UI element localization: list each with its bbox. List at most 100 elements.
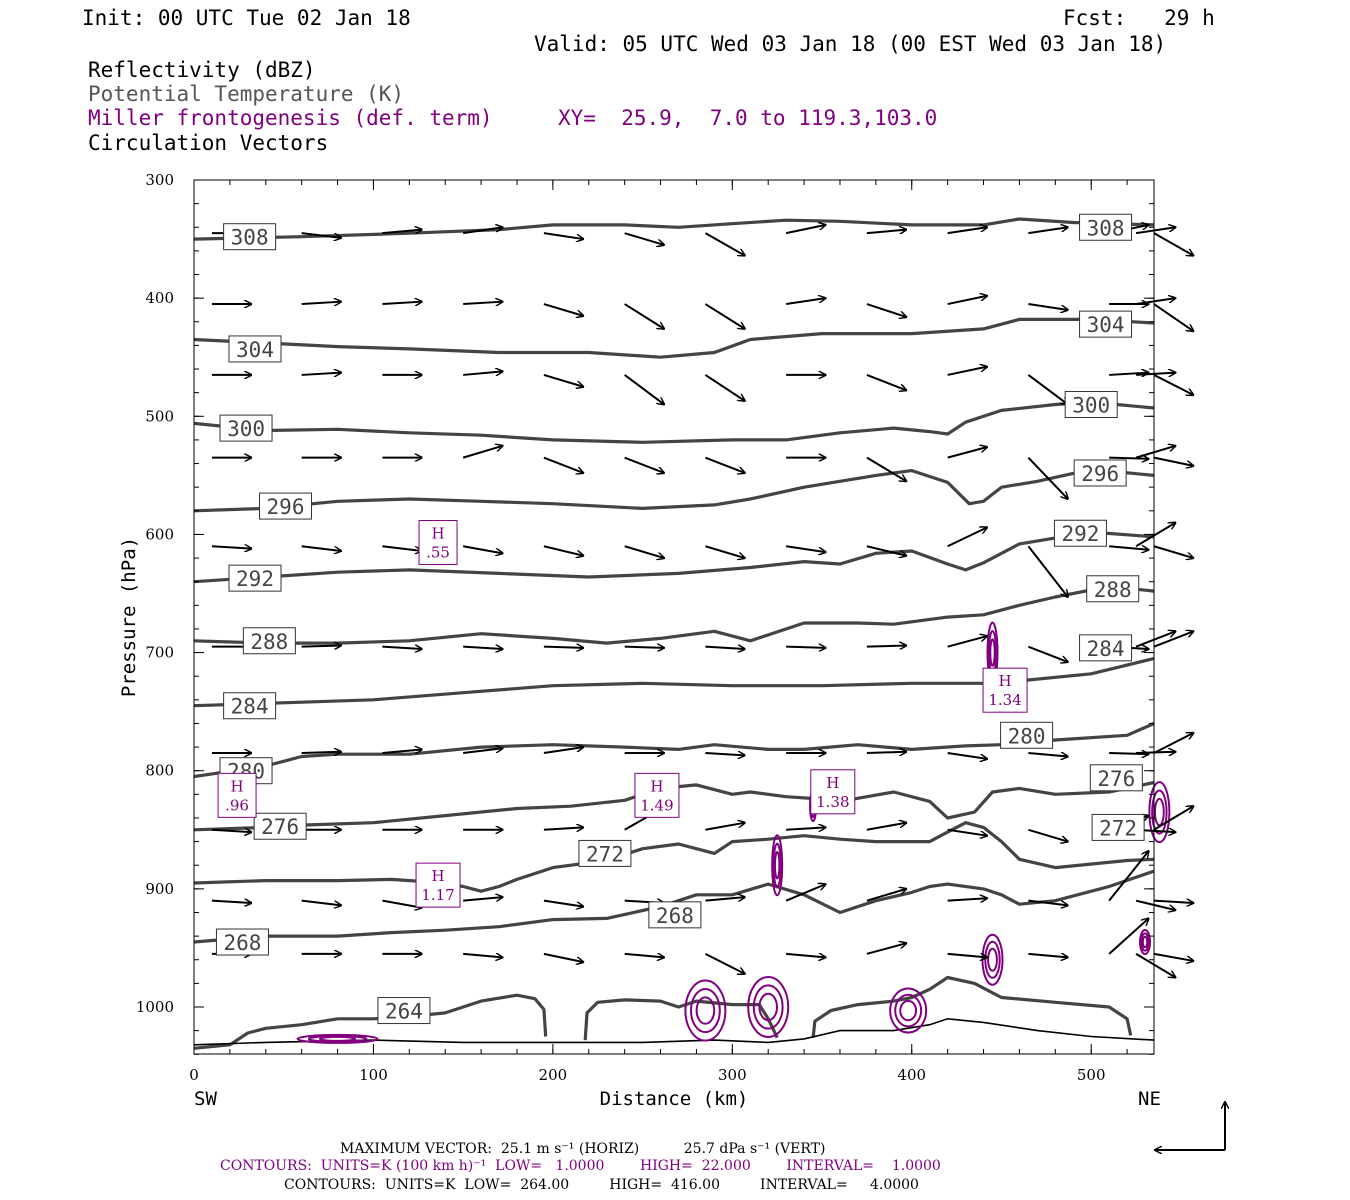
circulation-vector	[866, 303, 906, 317]
fronto-max-marker: H	[231, 777, 244, 795]
fronto-max-value: 1.17	[421, 886, 454, 904]
circulation-vector	[1153, 232, 1193, 255]
fronto-contour	[889, 987, 928, 1034]
fronto-contours-note: CONTOURS: UNITS=K (100 km h)⁻¹ LOW= 1.00…	[220, 1158, 941, 1174]
fronto-max-value: 1.38	[816, 793, 849, 811]
circulation-vector	[543, 899, 583, 907]
circulation-vector	[624, 303, 664, 329]
theta-contour-268	[193, 869, 1155, 944]
theta-contour-272	[193, 821, 1155, 893]
theta-label-box	[215, 928, 269, 956]
circulation-vector	[1028, 753, 1067, 757]
circulation-vector	[1135, 523, 1175, 548]
circulation-vector	[1153, 901, 1193, 903]
fronto-contour	[987, 947, 998, 972]
circulation-vector	[704, 952, 744, 974]
circulation-vector	[1135, 298, 1175, 306]
theta-label-box	[223, 223, 277, 251]
circulation-vector	[866, 943, 906, 955]
circulation-vector	[786, 954, 825, 958]
circulation-vector	[543, 647, 583, 648]
circulation-vector	[1153, 374, 1193, 395]
theta-label-box	[1079, 634, 1133, 662]
theta-label-box	[219, 414, 273, 442]
circulation-vector	[704, 232, 744, 255]
circulation-vector	[1027, 545, 1067, 597]
theta-label: 276	[1097, 767, 1135, 791]
theta-label-box	[1089, 764, 1143, 792]
circulation-vector	[301, 302, 341, 304]
theta-label: 276	[261, 815, 299, 839]
circulation-vector	[866, 374, 906, 390]
theta-label-box	[377, 997, 431, 1025]
circulation-vector	[1028, 954, 1067, 958]
theta-label-box	[253, 812, 307, 840]
circulation-vector	[624, 954, 664, 958]
theta-contour-292	[193, 530, 1155, 584]
circulation-vector	[704, 374, 744, 401]
theta-label: 304	[1087, 313, 1125, 337]
circulation-vector	[866, 823, 906, 831]
circulation-vector	[866, 230, 906, 234]
theta-label-box	[1079, 310, 1133, 338]
circulation-vector	[1153, 631, 1193, 648]
fronto-contour	[1141, 935, 1149, 949]
x-axis-label: Distance (km)	[600, 1088, 749, 1110]
circulation-vector	[1153, 456, 1193, 466]
circulation-vector	[463, 897, 502, 901]
fronto-contour	[989, 638, 996, 667]
x-tick-label: 400	[897, 1066, 926, 1084]
circulation-vector	[382, 647, 421, 649]
circulation-vector	[947, 898, 987, 900]
fronto-max-box	[634, 772, 680, 818]
fronto-contour	[899, 999, 918, 1022]
fronto-contour	[684, 979, 727, 1042]
circulation-vector	[462, 446, 502, 459]
theta-label: 272	[1099, 816, 1137, 840]
y-tick-label: 800	[145, 762, 174, 780]
circulation-vector	[382, 899, 421, 908]
circulation-vector	[947, 636, 987, 648]
legend-frontogenesis: Miller frontogenesis (def. term)	[88, 106, 493, 130]
circulation-vector	[947, 367, 987, 376]
circulation-vector	[1108, 918, 1148, 955]
fronto-contour	[747, 976, 790, 1038]
circulation-vector	[462, 545, 502, 553]
circulation-vector	[1027, 374, 1067, 405]
circulation-vector	[866, 456, 906, 482]
x-tick-label: 100	[359, 1066, 388, 1084]
circulation-vector	[1135, 631, 1175, 648]
fronto-contour	[1148, 781, 1171, 844]
circulation-vector	[463, 371, 502, 375]
fronto-max-marker: H	[650, 777, 663, 795]
contour-labels: 308 308 304 304 300 300 296 296 292 292 288 288 284 2…	[215, 213, 1145, 1025]
fronto-max-value: 1.49	[640, 796, 673, 814]
circulation-vector	[866, 752, 906, 753]
theta-label-box	[228, 335, 282, 363]
fronto-contour	[773, 851, 781, 880]
circulation-vector	[947, 227, 987, 235]
theta-label: 288	[250, 630, 288, 654]
theta-contour-304	[193, 317, 1155, 359]
circulation-vector	[786, 827, 825, 829]
circulation-vector	[211, 830, 251, 832]
circulation-vector	[382, 749, 421, 753]
x-tick-label: 500	[1077, 1066, 1106, 1084]
fronto-max-marker: H	[826, 774, 839, 792]
init-time: Init: 00 UTC Tue 02 Jan 18	[82, 6, 411, 30]
theta-label: 296	[267, 495, 305, 519]
circulation-vector	[1028, 828, 1067, 842]
fronto-max-box	[418, 520, 458, 566]
theta-contour-296	[193, 467, 1155, 513]
circulation-vector	[211, 546, 251, 548]
fronto-max-value: .96	[225, 796, 249, 814]
theta-label-box	[1073, 459, 1127, 487]
circulation-vector	[543, 373, 583, 387]
theta-label-box	[1086, 575, 1140, 603]
forecast-hour: Fcst: 29 h	[1063, 6, 1215, 30]
circulation-vector	[866, 889, 906, 902]
fronto-contour	[894, 993, 923, 1028]
theta-label: 268	[223, 931, 261, 955]
circulation-vector	[866, 645, 906, 646]
x-tick-label: 300	[718, 1066, 747, 1084]
